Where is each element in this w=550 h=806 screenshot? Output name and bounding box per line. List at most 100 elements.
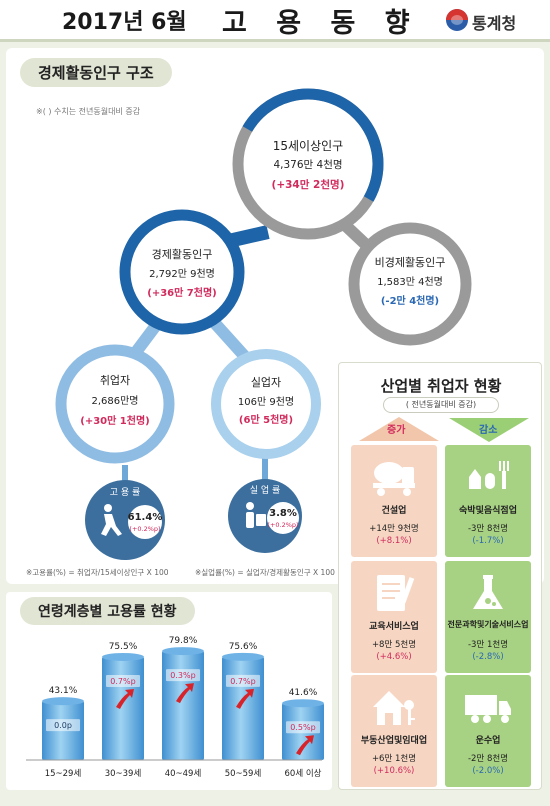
job-seeker-icon [246,502,266,528]
up-arrow-icon [116,688,134,709]
flask-icon [473,575,503,609]
employment-rate-badge [128,505,162,539]
age-section-title: 연령계층별 고용률 현황 [20,597,195,625]
industry-value: -3만 1천명 [467,640,509,650]
header-bar: 2017년 6월 고 용 동 향 통계청 [0,0,550,42]
pop15-change: (+34만 2천명) [272,178,345,191]
employment-rate-change: (+0.2%p) [129,525,160,533]
unemployed-circle [211,349,321,459]
industry-value: +14만 9천명 [369,524,419,534]
employed-value: 2,686만명 [91,395,138,407]
age-bar-top [222,652,264,661]
running-person-icon [101,504,122,536]
age-change-label: 0.7%p [110,677,135,686]
age-category-label: 40~49세 [165,769,202,779]
employment-rate-formula: ※고용률(%) = 취업자/15세이상인구 X 100 [26,567,169,577]
industry-card-real-estate: 부동산업및임대업 +6만 1천명 (+10.6%) [351,675,437,787]
active-title: 경제활동인구 [152,247,213,261]
unemployment-rate-change: (+0.2%p) [267,521,298,529]
statistics-korea-logo: 통계청 [446,9,546,33]
active-change: (+36만 7천명) [147,286,216,299]
unemployment-rate-formula: ※실업률(%) = 실업자/경제활동인구 X 100 [195,567,335,577]
age-change-badge [46,719,80,732]
industry-panel: 산업별 취업자 현황 ( 전년동월대비 증감) 증가 감소 건설업 +14만 9… [338,362,542,790]
page-title: 고 용 동 향 [222,8,420,39]
industry-rate: (+10.6%) [373,766,415,776]
age-bar [102,656,144,760]
up-arrow-icon [236,688,254,709]
age-bar-value-label: 75.6% [229,642,258,652]
unemployment-rate-value: 3.8% [269,508,297,519]
age-bar-top [282,699,324,708]
cement-truck-icon [373,462,415,496]
change-note: ※( ) 수치는 전년동월대비 증감 [36,107,141,116]
age-change-badge [226,674,260,687]
employment-rate-label: 고 용 률 [110,487,141,498]
industry-name: 운수업 [475,736,501,746]
industry-value: +8만 5천명 [371,640,417,650]
unemployed-change: (6만 5천명) [239,413,293,426]
age-bar-top [162,647,204,656]
industry-rate: (-2.0%) [472,766,504,776]
employed-title: 취업자 [100,374,130,387]
age-employment-chart: 43.1% 0.0p 15~29세 75.5% 0.7%p 30~39세 79.8% 0.3%… [26,636,324,779]
pop15-arc [242,88,384,202]
pop15-title: 15세이상인구 [273,139,343,153]
up-arrow-icon [296,735,314,756]
unemployed-value: 106만 9천명 [238,396,294,408]
industry-rate: (+8.1%) [376,536,412,546]
active-circle [119,209,245,335]
age-change-badge [166,669,200,682]
restaurant-icon [469,461,509,489]
age-bar-value-label: 79.8% [169,636,198,646]
age-change-label: 0.0p [54,721,72,730]
industry-value: +6만 1천명 [371,754,417,764]
employed-circle [55,344,175,464]
up-arrow-icon [176,683,194,704]
inactive-title: 비경제활동인구 [375,255,446,269]
age-category-label: 50~59세 [225,769,262,779]
inactive-circle [348,222,472,346]
age-change-badge [106,674,140,687]
industry-rate: (-2.8%) [472,652,504,662]
unemployed-title: 실업자 [251,376,281,389]
age-category-label: 30~39세 [105,769,142,779]
logo-text: 통계청 [472,14,517,33]
age-bar-value-label: 43.1% [49,686,78,696]
age-change-badge [286,721,320,734]
unemployment-rate-badge [267,502,299,534]
connector-active-unemployed [207,315,253,365]
industry-value: -3만 8천명 [467,524,509,534]
report-date: 2017년 6월 [62,10,187,35]
industry-rate: (+4.6%) [376,652,412,662]
age-change-label: 0.3%p [170,671,195,680]
age-bar-value-label: 75.5% [109,642,138,652]
increase-label: 증가 [387,425,406,436]
inactive-value: 1,583만 4천명 [377,276,443,288]
house-key-icon [373,691,415,725]
industry-subtitle: ( 전년동월대비 증감) [383,397,499,413]
age-change-label: 0.7%p [230,677,255,686]
age-category-label: 15~29세 [45,769,82,779]
age-bar-top [42,697,84,706]
increase-arrow-icon [359,417,439,441]
industry-card-education: 교육서비스업 +8만 5천명 (+4.6%) [351,561,437,673]
age-category-label: 60세 이상 [285,768,322,779]
industry-name: 교육서비스업 [369,622,419,632]
active-value: 2,792만 9천명 [149,268,215,280]
industry-title: 산업별 취업자 현황 [380,377,502,395]
industry-value: -2만 8천명 [467,754,509,764]
age-bar-value-label: 41.6% [289,688,318,698]
employment-rate-circle [85,480,165,560]
employed-change: (+30만 1천명) [80,414,149,427]
pop15-value: 4,376만 4천명 [273,159,342,171]
industry-rate: (-1.7%) [472,536,504,546]
document-pen-icon [377,575,415,611]
industry-name: 전문과학및기술서비스업 [447,620,529,629]
employment-rate-value: 61.4% [128,512,163,523]
age-bar [222,656,264,760]
industry-card-professional: 전문과학및기술서비스업 -3만 1천명 (-2.8%) [445,561,531,673]
industry-name: 숙박및음식점업 [459,506,517,516]
unemployment-rate-label: 실 업 률 [250,485,281,496]
